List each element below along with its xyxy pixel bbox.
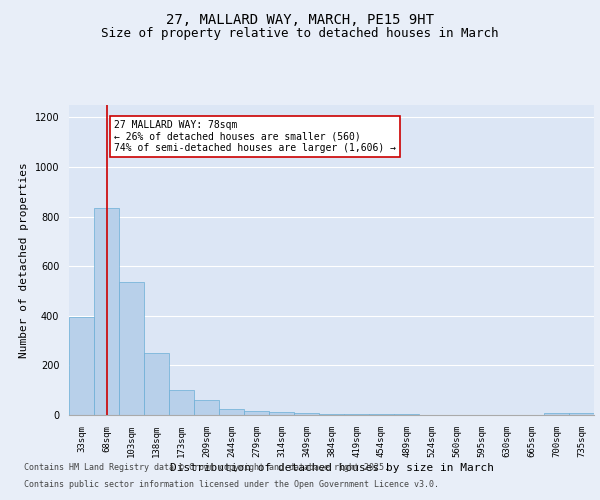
Text: 27 MALLARD WAY: 78sqm
← 26% of detached houses are smaller (560)
74% of semi-det: 27 MALLARD WAY: 78sqm ← 26% of detached … bbox=[114, 120, 396, 153]
Y-axis label: Number of detached properties: Number of detached properties bbox=[19, 162, 29, 358]
X-axis label: Distribution of detached houses by size in March: Distribution of detached houses by size … bbox=[170, 462, 493, 472]
Text: Size of property relative to detached houses in March: Size of property relative to detached ho… bbox=[101, 28, 499, 40]
Bar bbox=[394, 414, 419, 415]
Bar bbox=[219, 409, 244, 415]
Bar bbox=[69, 317, 94, 415]
Bar bbox=[119, 282, 144, 415]
Bar bbox=[319, 414, 344, 415]
Bar bbox=[244, 410, 269, 415]
Text: Contains HM Land Registry data © Crown copyright and database right 2025.: Contains HM Land Registry data © Crown c… bbox=[24, 464, 389, 472]
Bar bbox=[169, 390, 194, 415]
Text: Contains public sector information licensed under the Open Government Licence v3: Contains public sector information licen… bbox=[24, 480, 439, 489]
Bar bbox=[269, 412, 294, 415]
Bar bbox=[94, 208, 119, 415]
Bar bbox=[569, 413, 594, 415]
Text: 27, MALLARD WAY, MARCH, PE15 9HT: 27, MALLARD WAY, MARCH, PE15 9HT bbox=[166, 12, 434, 26]
Bar bbox=[194, 400, 219, 415]
Bar bbox=[544, 412, 569, 415]
Bar bbox=[369, 414, 394, 415]
Bar bbox=[344, 414, 369, 415]
Bar bbox=[144, 354, 169, 415]
Bar bbox=[294, 413, 319, 415]
